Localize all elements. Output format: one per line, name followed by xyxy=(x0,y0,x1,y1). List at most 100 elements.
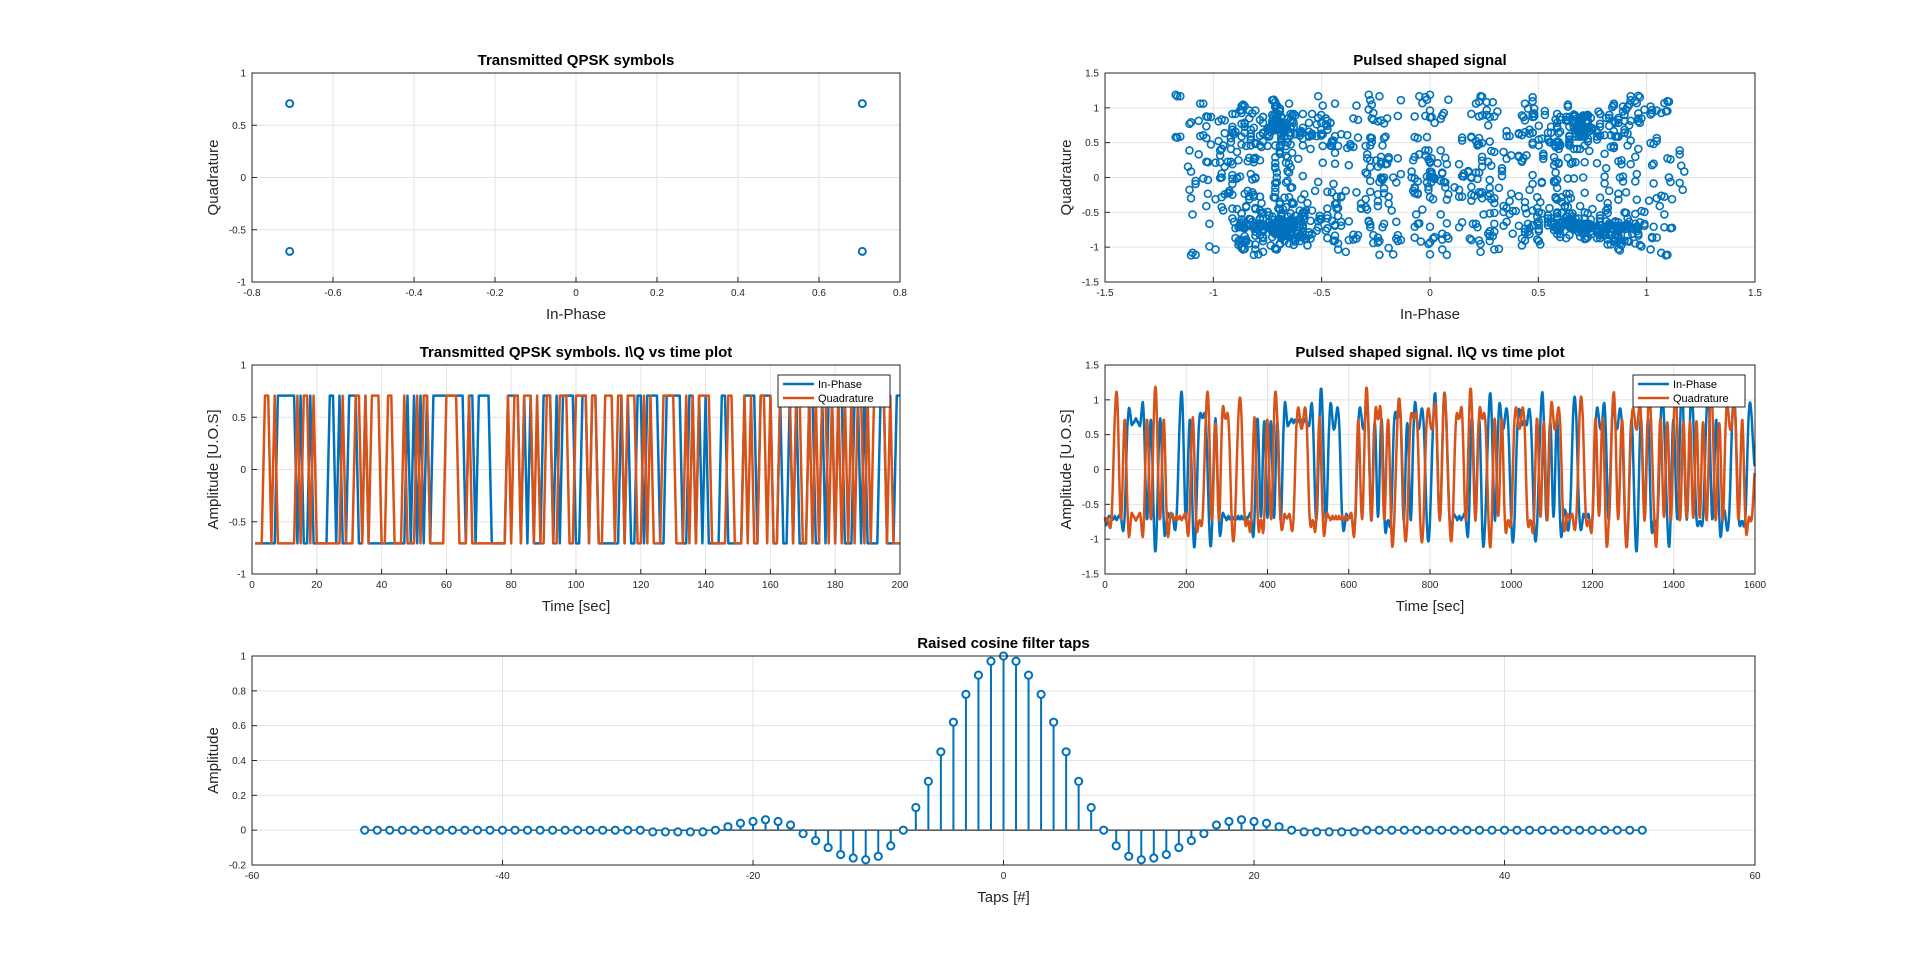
sample-point xyxy=(1675,178,1684,188)
sample-point xyxy=(1442,250,1452,260)
sample-point xyxy=(1373,201,1383,211)
sample-point xyxy=(1595,214,1605,223)
sample-point xyxy=(1499,147,1508,157)
plot-data xyxy=(255,394,900,545)
sample-point xyxy=(1442,195,1452,204)
sample-point xyxy=(1493,107,1502,116)
sample-point xyxy=(1534,236,1544,246)
sample-point xyxy=(1490,219,1499,229)
sample-point xyxy=(1307,109,1317,119)
sample-point xyxy=(1188,248,1197,258)
sample-point xyxy=(1457,218,1467,227)
stem-marker xyxy=(848,853,858,863)
x-axis-label: In-Phase xyxy=(546,306,606,323)
sample-point xyxy=(1499,201,1508,211)
sample-point xyxy=(1606,142,1616,152)
axes-pulse-scatter: -1.5 -1 -0.5 0 0.5 1 1.5 -1.5 -1 -0.5 0 0.5 1 1.5 Puls… xyxy=(1058,52,1762,323)
sample-point xyxy=(1289,118,1298,128)
x-tick-label: 0.2 xyxy=(650,288,664,299)
sample-point xyxy=(1471,99,1481,108)
y-tick-label: 0.2 xyxy=(232,791,246,802)
stem-marker xyxy=(685,827,695,837)
sample-point xyxy=(1528,92,1537,102)
sample-point xyxy=(1361,141,1370,151)
sample-point xyxy=(1611,132,1620,141)
sample-point xyxy=(1421,151,1430,160)
sample-point xyxy=(1246,132,1256,141)
sample-point xyxy=(1476,247,1485,257)
sample-point xyxy=(1418,205,1427,214)
sample-point xyxy=(1623,141,1632,150)
sample-point xyxy=(1436,176,1446,186)
series-line-quadrature xyxy=(1103,385,1756,549)
sample-point xyxy=(1660,210,1669,219)
sample-point xyxy=(1267,232,1277,242)
sample-point xyxy=(1382,114,1392,123)
y-axis-label: Amplitude [U.O.S] xyxy=(205,409,222,529)
sample-point xyxy=(1203,189,1213,199)
sample-point xyxy=(1585,146,1594,156)
sample-point xyxy=(1202,112,1211,121)
chart-title: Raised cosine filter taps xyxy=(917,635,1090,652)
sample-point xyxy=(1284,159,1294,169)
sample-point xyxy=(1485,175,1495,185)
sample-point xyxy=(1490,147,1499,157)
sample-point xyxy=(1410,233,1419,242)
constellation-point xyxy=(857,99,867,109)
sample-point xyxy=(1237,209,1246,218)
sample-point xyxy=(1228,159,1237,169)
sample-point xyxy=(1413,219,1423,229)
sample-point xyxy=(1483,120,1493,130)
sample-point xyxy=(1272,178,1282,187)
sample-point xyxy=(1546,122,1556,132)
sample-point xyxy=(1490,245,1499,254)
sample-point xyxy=(1497,171,1507,181)
sample-point xyxy=(1249,250,1259,260)
sample-point xyxy=(1330,148,1340,158)
sample-point xyxy=(1257,208,1266,218)
sample-point xyxy=(1428,173,1438,182)
sample-point xyxy=(1217,169,1226,178)
sample-point xyxy=(1614,132,1623,141)
sample-point xyxy=(1283,176,1292,186)
sample-point xyxy=(1416,237,1426,246)
sample-point xyxy=(1353,115,1363,125)
stem-marker xyxy=(811,836,821,846)
sample-point xyxy=(1220,162,1230,171)
sample-point xyxy=(1603,224,1612,234)
stem-marker xyxy=(823,842,833,853)
sample-point xyxy=(1528,96,1537,106)
sample-point xyxy=(1569,174,1579,183)
sample-point xyxy=(1540,110,1550,120)
stem-marker xyxy=(1412,825,1422,835)
sample-point xyxy=(1388,173,1398,182)
y-tick-label: 1 xyxy=(1093,103,1099,114)
sample-point xyxy=(1604,186,1614,196)
sample-point xyxy=(1626,159,1635,169)
sample-point xyxy=(1413,177,1423,186)
x-tick-label: -1 xyxy=(1209,288,1218,299)
sample-point xyxy=(1387,206,1397,215)
sample-point xyxy=(1490,227,1499,236)
y-tick-label: 0 xyxy=(240,465,246,476)
sample-point xyxy=(1318,141,1328,151)
sample-point xyxy=(1467,172,1476,182)
sample-point xyxy=(1571,119,1580,129)
sample-point xyxy=(1563,174,1573,183)
sample-point xyxy=(1217,202,1226,212)
sample-point xyxy=(1304,118,1314,128)
sample-point xyxy=(1214,136,1223,146)
sample-point xyxy=(1330,99,1340,108)
stem-marker xyxy=(422,825,432,835)
sample-point xyxy=(1626,116,1635,126)
x-tick-label: 160 xyxy=(762,580,779,591)
sample-point xyxy=(1525,229,1534,239)
sample-point xyxy=(1549,153,1559,162)
sample-point xyxy=(1568,222,1577,232)
x-tick-label: 40 xyxy=(1499,871,1511,882)
sample-point xyxy=(1571,132,1580,141)
stem-marker xyxy=(973,670,984,680)
sample-point xyxy=(1270,153,1280,162)
sample-point xyxy=(1519,112,1528,122)
sample-point xyxy=(1534,135,1544,144)
